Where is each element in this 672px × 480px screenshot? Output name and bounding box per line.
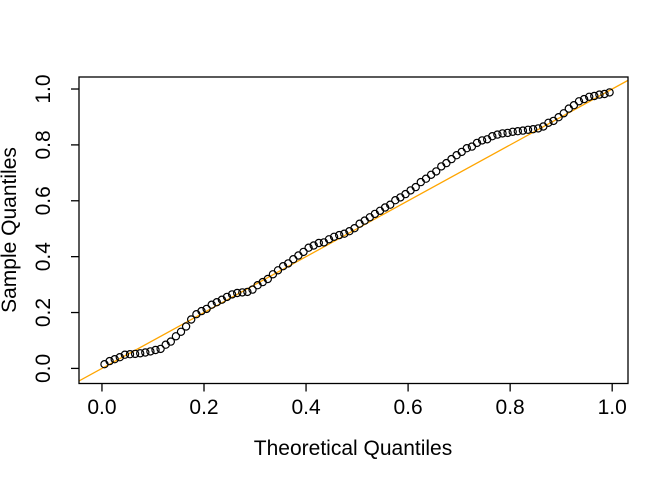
data-point <box>488 131 497 141</box>
data-point <box>273 266 283 275</box>
data-point <box>207 300 216 309</box>
x-tick-label: 0.8 <box>496 396 525 419</box>
data-point <box>350 223 359 233</box>
data-point <box>222 292 232 302</box>
data-point <box>289 255 298 264</box>
data-point <box>340 229 349 238</box>
y-tick-label: 0.6 <box>32 186 55 215</box>
data-point <box>227 290 237 299</box>
data-point <box>432 167 441 176</box>
data-point <box>248 285 257 294</box>
data-point <box>508 127 517 136</box>
data-point <box>493 130 502 139</box>
data-point <box>335 230 344 240</box>
data-point <box>605 88 614 97</box>
x-tick-label: 0.0 <box>87 396 116 419</box>
data-point <box>559 109 568 118</box>
data-point <box>130 349 140 359</box>
data-point <box>186 315 196 324</box>
data-point <box>135 349 145 358</box>
data-point <box>202 304 211 314</box>
data-point <box>146 347 155 356</box>
data-point <box>528 124 538 134</box>
y-tick-label: 1.0 <box>32 74 55 103</box>
data-point <box>421 174 431 183</box>
data-point <box>518 126 528 135</box>
y-tick-label: 0.2 <box>32 298 55 327</box>
data-point <box>314 238 323 248</box>
data-point <box>212 298 221 307</box>
data-point <box>304 243 313 252</box>
data-point <box>579 94 589 104</box>
data-point <box>513 126 523 136</box>
data-point <box>386 200 395 209</box>
data-point <box>171 332 181 341</box>
data-point <box>263 274 272 284</box>
data-point <box>166 337 175 346</box>
data-point <box>284 259 293 268</box>
data-point <box>232 288 242 298</box>
data-point <box>141 348 150 357</box>
data-point <box>120 350 130 359</box>
y-tick-label: 0.8 <box>32 130 55 159</box>
data-point <box>156 344 165 354</box>
data-point <box>477 136 487 145</box>
x-axis-title: Theoretical Quantiles <box>254 437 452 460</box>
data-point <box>498 129 507 138</box>
data-point <box>462 143 471 153</box>
y-tick-label: 0.4 <box>32 242 55 272</box>
data-point <box>329 232 339 241</box>
x-tick-label: 0.2 <box>189 396 218 419</box>
x-tick-label: 0.4 <box>291 396 321 419</box>
data-point <box>574 97 584 106</box>
data-point <box>564 104 574 113</box>
y-tick-label: 0.0 <box>32 354 55 383</box>
data-point <box>151 345 160 355</box>
data-point <box>299 247 308 257</box>
data-point <box>416 177 425 187</box>
data-point <box>243 287 252 297</box>
data-point <box>125 350 135 359</box>
data-point <box>447 154 456 164</box>
data-point <box>472 138 482 148</box>
data-point <box>523 125 533 135</box>
data-point <box>411 182 420 192</box>
data-point <box>268 270 278 279</box>
data-point <box>176 327 186 336</box>
data-point <box>294 251 303 260</box>
x-tick-label: 1.0 <box>598 396 627 419</box>
data-point <box>181 322 191 331</box>
data-point <box>115 353 125 362</box>
data-point <box>197 306 206 316</box>
data-point <box>590 91 599 101</box>
data-point <box>105 356 114 366</box>
y-axis-title: Sample Quantiles <box>0 147 21 313</box>
data-point <box>544 118 553 128</box>
data-point <box>309 241 318 250</box>
data-point <box>426 170 436 179</box>
x-tick-label: 0.6 <box>393 396 422 419</box>
data-point <box>442 158 451 168</box>
data-point <box>600 89 609 99</box>
data-point <box>324 235 334 244</box>
data-point <box>595 90 604 99</box>
data-point <box>585 92 594 102</box>
data-point <box>503 128 512 138</box>
plot-border <box>78 76 629 385</box>
data-point <box>110 355 119 364</box>
data-point <box>238 288 247 297</box>
data-point <box>534 124 543 133</box>
data-point <box>569 100 579 110</box>
